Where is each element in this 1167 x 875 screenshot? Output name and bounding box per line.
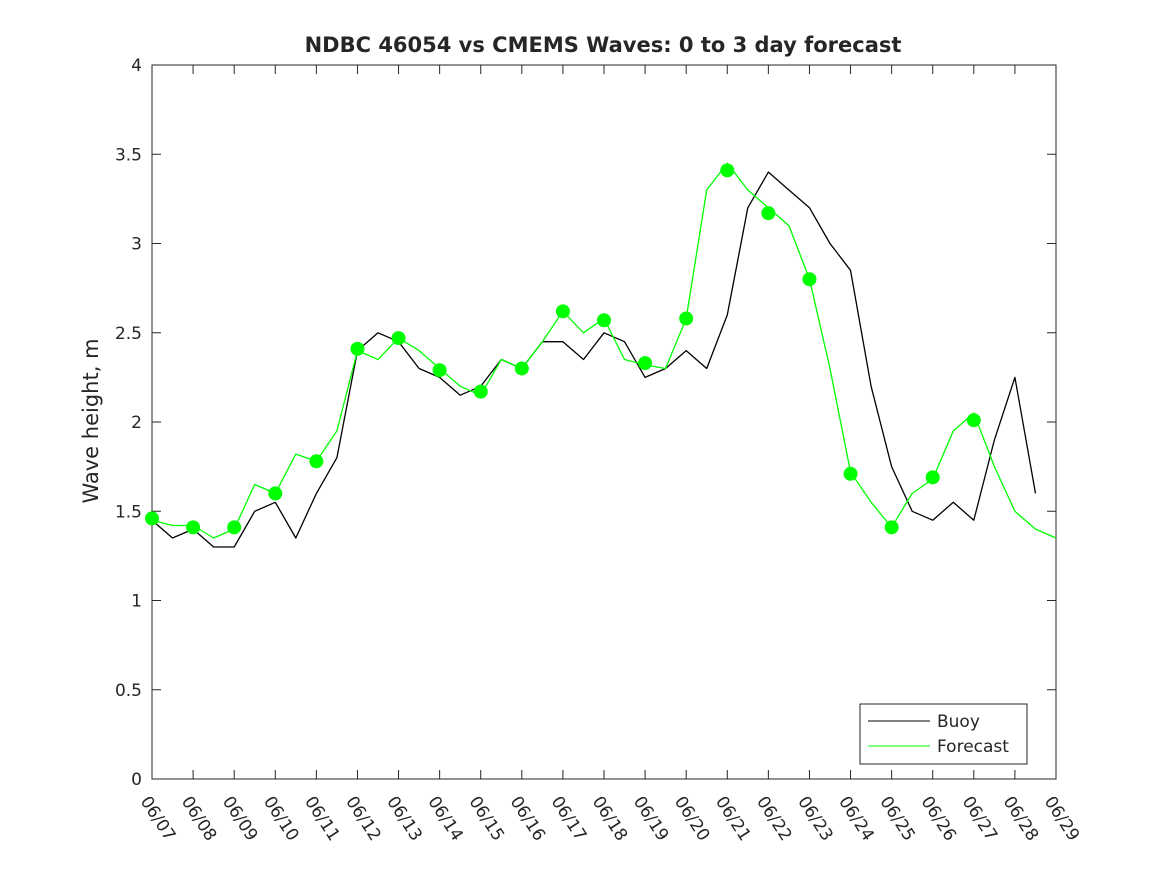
- forecast-marker: [761, 206, 776, 221]
- forecast-marker: [227, 520, 242, 535]
- y-tick-label: 0.5: [115, 681, 142, 701]
- legend-box: [859, 703, 1028, 765]
- forecast-marker: [268, 486, 283, 501]
- forecast-marker: [679, 311, 694, 326]
- series-line-buoy: [151, 171, 1037, 548]
- y-tick-label: 3.5: [115, 145, 142, 165]
- y-tick-label: 0: [131, 770, 142, 790]
- forecast-marker: [186, 520, 201, 535]
- forecast-marker: [309, 454, 324, 469]
- forecast-marker: [514, 361, 529, 376]
- legend: Buoy Forecast: [859, 703, 1028, 765]
- forecast-marker: [145, 511, 159, 526]
- forecast-marker: [432, 363, 447, 378]
- legend-buoy-label: Buoy: [937, 712, 980, 732]
- forecast-marker: [555, 304, 570, 319]
- y-tick-label: 2: [131, 413, 142, 433]
- chart-title: NDBC 46054 vs CMEMS Waves: 0 to 3 day fo…: [305, 33, 902, 57]
- forecast-marker: [884, 520, 899, 535]
- forecast-marker: [597, 313, 611, 328]
- axes-box: [151, 64, 1057, 780]
- y-tick-label: 3: [131, 235, 142, 255]
- y-tick-label: 2.5: [115, 324, 142, 344]
- forecast-marker: [720, 163, 735, 178]
- legend-forecast-label: Forecast: [937, 737, 1009, 757]
- forecast-marker: [350, 341, 365, 356]
- y-tick-label: 4: [131, 56, 142, 76]
- forecast-marker: [638, 356, 653, 371]
- forecast-marker: [473, 384, 488, 399]
- forecast-marker: [966, 413, 981, 428]
- forecast-marker: [802, 272, 817, 287]
- y-axis-label: Wave height, m: [79, 338, 103, 503]
- y-tick-label: 1.5: [115, 502, 142, 522]
- forecast-marker: [843, 466, 858, 481]
- forecast-marker: [391, 331, 406, 346]
- forecast-marker: [925, 470, 940, 485]
- y-tick-label: 1: [131, 592, 142, 612]
